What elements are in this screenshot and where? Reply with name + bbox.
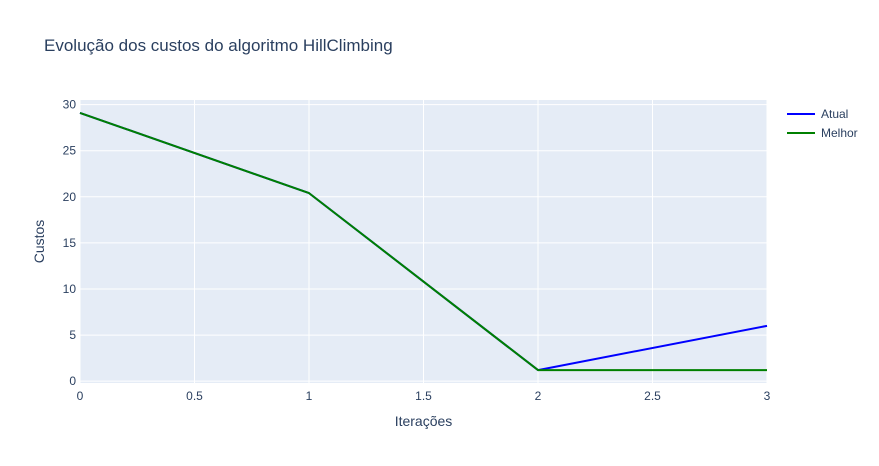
y-tick-label: 15 (63, 236, 77, 250)
y-tick-label: 5 (69, 328, 76, 342)
x-axis-title: Iterações (395, 413, 453, 429)
series-lines (79, 111, 768, 372)
x-tick-label: 0.5 (186, 389, 203, 403)
x-tick-label: 0 (77, 389, 84, 403)
legend-label-atual: Atual (821, 107, 848, 121)
y-tick-label: 25 (63, 144, 77, 158)
x-tick-label: 1.5 (415, 389, 432, 403)
y-tick-label: 10 (63, 282, 77, 296)
x-tick-label: 1 (306, 389, 313, 403)
x-tick-label: 3 (764, 389, 771, 403)
series-line-melhor (79, 111, 767, 372)
y-tick-label: 30 (63, 98, 77, 112)
x-tick-label: 2.5 (644, 389, 661, 403)
y-tick-label: 20 (63, 190, 77, 204)
y-axis-title: Custos (31, 220, 47, 264)
chart-title: Evolução dos custos do algoritmo HillCli… (44, 36, 393, 55)
grid (79, 100, 768, 383)
legend: Atual Melhor (787, 107, 858, 140)
y-tick-label: 0 (69, 374, 76, 388)
legend-label-melhor: Melhor (821, 126, 858, 140)
x-tick-label: 2 (535, 389, 542, 403)
